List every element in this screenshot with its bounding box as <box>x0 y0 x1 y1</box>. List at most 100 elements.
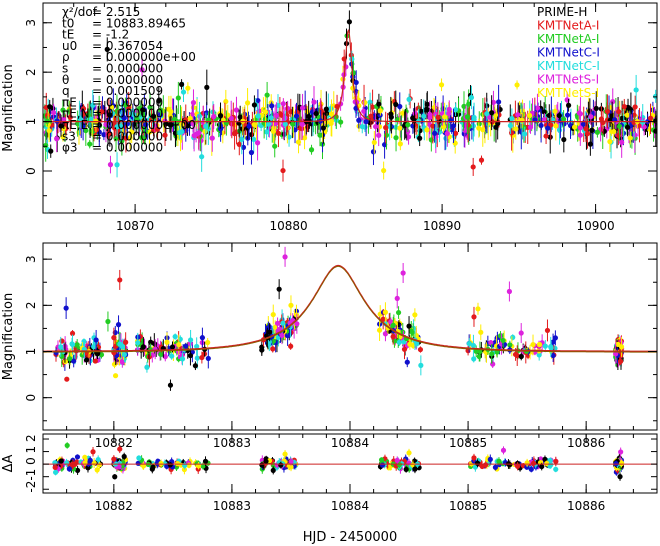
x-tick-label: 10885 <box>449 499 487 513</box>
top-data-point <box>282 121 288 127</box>
top-data-point <box>545 125 551 131</box>
top-data-point <box>376 124 383 130</box>
middle-data-point <box>183 343 189 349</box>
middle-data-point <box>83 357 90 363</box>
residual-data-point <box>112 474 118 480</box>
middle-data-point <box>395 309 402 316</box>
param-value: = 0.000000e+00 <box>92 118 196 132</box>
top-data-point <box>617 123 623 130</box>
residual-data-point <box>500 447 507 453</box>
middle-data-point <box>79 352 85 358</box>
top-data-point <box>217 113 224 119</box>
param-value: = 10883.89465 <box>92 16 186 30</box>
top-data-point <box>306 113 312 120</box>
param-value: = 0.000000 <box>92 95 163 109</box>
residual-data-point <box>135 460 141 466</box>
middle-data-point <box>267 329 273 335</box>
middle-data-point <box>507 342 513 348</box>
param-name: s <box>62 62 68 76</box>
top-data-point <box>633 87 639 93</box>
top-data-point <box>444 130 450 137</box>
top-data-point <box>564 112 571 118</box>
top-data-point <box>106 131 112 137</box>
middle-data-point <box>164 339 170 345</box>
residual-data-point <box>472 464 478 470</box>
middle-data-point <box>274 320 281 326</box>
top-data-point <box>129 129 135 135</box>
top-data-point <box>452 106 459 113</box>
top-data-point <box>361 108 367 114</box>
middle-data-point <box>488 340 494 346</box>
residual-data-point <box>87 457 93 463</box>
middle-data-point <box>266 339 272 345</box>
top-data-point <box>118 123 124 129</box>
residual-data-point <box>288 464 294 470</box>
top-data-point <box>470 164 476 170</box>
top-data-point <box>383 132 390 138</box>
residual-data-point <box>406 450 412 456</box>
y-tick-label: 0 <box>24 394 38 402</box>
top-data-point <box>561 136 567 143</box>
residual-data-point <box>52 464 58 470</box>
top-data-point <box>556 127 563 133</box>
top-data-point <box>99 104 106 111</box>
top-data-point <box>187 115 193 122</box>
param-name: s3 <box>62 129 76 143</box>
top-data-point <box>46 128 52 134</box>
top-data-point <box>280 167 286 174</box>
middle-data-point <box>187 337 194 343</box>
residual-data-point <box>474 460 481 466</box>
y-tick-label: 3 <box>24 19 38 27</box>
top-data-point <box>272 143 278 149</box>
top-data-point <box>114 162 120 168</box>
top-data-point <box>143 122 149 128</box>
middle-data-point <box>412 312 418 318</box>
top-data-point <box>185 85 191 91</box>
top-data-point <box>264 92 270 98</box>
middle-data-point <box>205 355 211 362</box>
param-name: χ²/dof <box>62 5 98 19</box>
middle-data-point <box>406 323 412 329</box>
top-data-point <box>522 131 528 137</box>
top-data-point <box>76 115 83 121</box>
middle-model-curve <box>43 264 657 352</box>
middle-data-point <box>550 352 556 359</box>
residual-data-point <box>524 464 530 470</box>
top-data-point <box>438 82 445 88</box>
middle-data-point <box>618 344 625 350</box>
top-data-point <box>211 113 217 120</box>
residual-data-point <box>52 469 59 475</box>
top-data-point <box>363 119 369 125</box>
middle-data-point <box>112 373 119 379</box>
top-data-point <box>450 123 457 129</box>
y-tick-label: 2 <box>24 302 38 310</box>
top-data-point <box>43 142 49 149</box>
middle-data-point <box>199 354 205 361</box>
x-axis-ticks: 10870 10880 10890 10900 <box>42 3 658 233</box>
top-data-point <box>48 148 54 154</box>
top-data-point <box>624 124 631 130</box>
top-data-point <box>311 99 317 105</box>
middle-data-point <box>396 339 402 345</box>
residual-data-point <box>82 454 88 460</box>
top-data-point <box>495 120 501 127</box>
top-data-point <box>285 105 291 111</box>
top-data-point <box>313 110 319 117</box>
x-axis-ticks: 10882 10883 10884 10885 10886 <box>42 434 634 513</box>
residual-data-point <box>94 467 100 473</box>
top-data-point <box>265 121 272 127</box>
middle-data-point <box>404 359 410 365</box>
y-axis-label: Magnification <box>1 64 16 152</box>
top-data-point <box>136 122 143 128</box>
top-data-point <box>228 115 234 121</box>
residual-data-point <box>613 461 619 467</box>
param-name: πE,E <box>62 118 88 132</box>
residual-data-point <box>618 460 625 467</box>
middle-data-point <box>489 351 495 357</box>
top-data-point <box>376 132 382 138</box>
top-data-point <box>383 124 389 131</box>
top-model-group <box>43 29 657 123</box>
middle-data-point <box>382 309 389 315</box>
top-data-point <box>140 107 146 113</box>
top-data-point <box>338 119 344 125</box>
